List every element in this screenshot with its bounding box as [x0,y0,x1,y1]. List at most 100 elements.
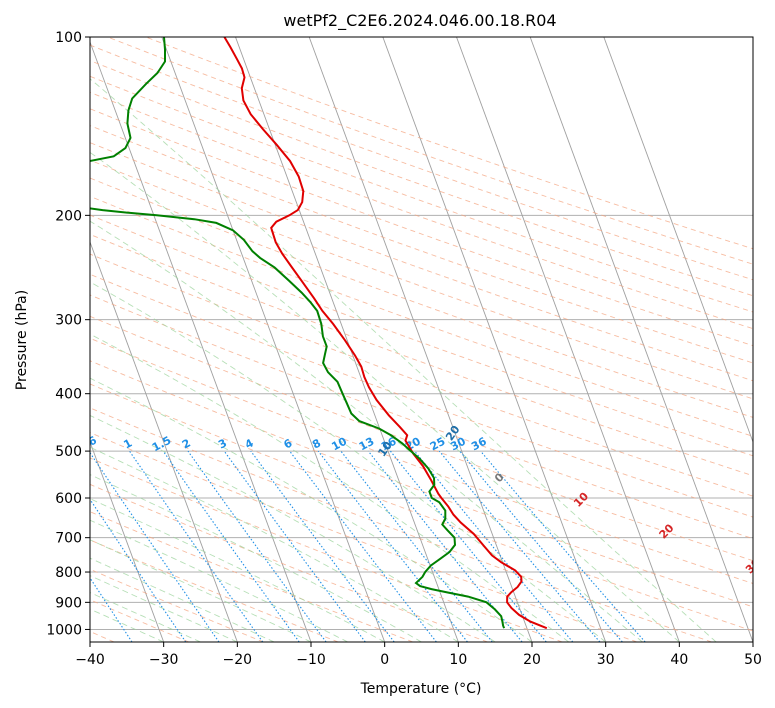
x-tick-label: 20 [523,652,541,668]
dry-adiabat-line [90,195,753,437]
moist-adiabat-line [90,519,349,642]
mixing-ratio-line [90,498,187,642]
moist-adiabat-line [90,446,459,642]
y-tick-label: 200 [55,208,82,224]
dry-adiabat-line [90,159,753,400]
y-tick-label: 1000 [46,622,82,638]
moist-adiabat-line [90,377,533,642]
isotherm-label: 30 [743,556,763,576]
x-tick-label: 40 [670,652,688,668]
dry-adiabat-line [90,432,638,642]
mixing-ratio-label: 36 [469,435,489,454]
dewpoint-trace [90,37,506,629]
y-tick-label: 300 [55,313,82,329]
x-tick-label: 30 [597,652,615,668]
mixing-ratio-line [367,450,523,642]
mixing-ratio-line [223,450,366,642]
plot-frame [89,36,754,643]
dry-adiabat-line [90,407,712,642]
x-tick-label: 0 [380,652,389,668]
dry-adiabat-line [90,337,753,584]
isotherm-line [382,37,607,642]
dry-adiabat-line [90,253,753,497]
isotherm-label: 10 [571,490,591,510]
y-tick-label: 600 [55,491,82,507]
moist-adiabat-line [90,333,570,642]
mixing-ratio-line [289,450,437,642]
mixing-ratio-line [250,450,395,642]
mixing-ratio-line [414,450,574,642]
dry-adiabat-line [90,539,339,642]
mixing-ratio-label: 16 [379,435,399,454]
dry-adiabat-line [90,483,488,642]
moist-adiabat-line [90,474,422,642]
moist-adiabat-line [90,557,275,642]
moist-adiabat-line [90,591,201,642]
moist-adiabat-line [90,575,238,642]
mixing-ratio-label: 25 [428,435,448,454]
x-tick-label: −10 [296,652,326,668]
y-tick-label: 100 [55,30,82,46]
isotherm-label: 20 [657,521,677,541]
mixing-ratio-label: 0.6 [76,434,100,455]
isotherm-line [603,37,753,444]
x-tick-label: 10 [449,652,467,668]
y-tick-label: 400 [55,387,82,403]
mixing-ratio-label: 13 [357,435,377,454]
mixing-ratio-label: 6 [282,436,295,451]
mixing-ratio-label: 2 [180,436,193,451]
x-tick-label: −30 [149,652,179,668]
dry-adiabat-line [90,142,753,382]
x-axis-label: Temperature (°C) [360,681,482,697]
y-tick-label: 700 [55,531,82,547]
line-label-layer: 0.10.20.40.611.52346810131620253036-100-… [0,423,763,576]
isotherm-line [235,37,459,642]
x-tick-label: −20 [223,652,253,668]
y-axis-label: Pressure (hPa) [14,290,30,390]
mixing-ratio-line [162,450,300,642]
mixing-ratio-label: 4 [243,436,256,451]
mixing-ratio-label: 0.2 [0,434,18,455]
isotherm-line [529,37,753,642]
axis-layer: −40 −30 −20 −10 0 10 20 30 40 5010020030040050060… [46,30,762,668]
trace-layer [90,37,548,630]
isotherm-line [90,240,238,642]
isotherm-label: 0 [492,470,507,485]
mixing-ratio-label: 1 [121,436,134,451]
y-tick-label: 500 [55,444,82,460]
grid-layer [90,37,753,642]
dry-adiabat-line [90,568,264,642]
isotherm-line [456,37,680,642]
mixing-ratio-line [438,450,601,642]
mixing-ratio-line [340,450,493,642]
y-tick-label: 900 [55,595,82,611]
mixing-ratio-label: 30 [448,435,468,454]
chart-title: wetPf2_C2E6.2024.046.00.18.R04 [283,11,556,31]
x-tick-label: −40 [75,652,105,668]
dry-adiabat-line [90,44,753,281]
dry-adiabat-line [90,360,753,608]
isotherm-line [90,440,165,642]
moist-adiabat-line [90,78,717,642]
mixing-ratio-line [90,451,220,642]
isotherm-line [308,37,533,642]
mixing-ratio-label: 10 [329,435,349,454]
moist-adiabat-line [90,151,680,642]
moist-adiabat-line [90,498,385,642]
mixing-ratio-line [129,450,264,642]
mixing-ratio-label: 8 [310,436,323,451]
mixing-ratio-line [90,576,133,642]
dry-adiabat-line [90,457,563,642]
dry-adiabat-line [90,315,753,562]
isotherm-line [161,37,386,642]
x-tick-label: 50 [744,652,762,668]
mixing-ratio-line [187,450,327,642]
dry-adiabat-line [107,37,753,265]
moist-adiabat-line [90,414,496,642]
temperature-trace [223,37,548,630]
moist-adiabat-line [90,281,606,642]
dry-adiabat-line [90,60,753,297]
y-tick-label: 800 [55,565,82,581]
moist-adiabat-line [90,220,643,642]
